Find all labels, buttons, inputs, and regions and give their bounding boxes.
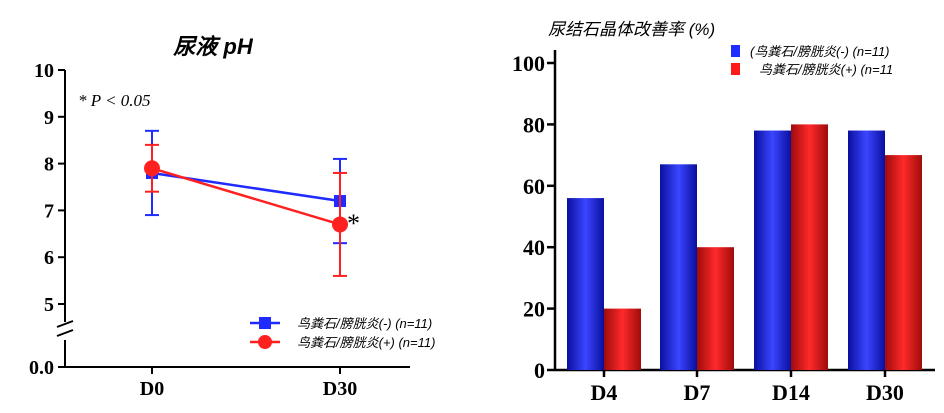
- ph-y-tick-label: 5: [44, 294, 54, 316]
- improvement-y-tick-label: 20: [523, 297, 545, 322]
- ph-series-positive: [144, 143, 348, 277]
- improvement-x-tick-label: D4: [591, 380, 618, 405]
- ph-y-tick-label: 6: [44, 247, 54, 269]
- ph-series-line: [151, 167, 341, 226]
- improvement-x-axis: D4 D7 D14 D30: [555, 368, 935, 405]
- ph-x-tick-label: D30: [323, 378, 357, 400]
- ph-axis-break-mark: [56, 320, 74, 328]
- ph-data-point: [332, 216, 348, 233]
- improvement-legend-label: 鸟粪石/膀胱炎(+) (n=11: [759, 62, 893, 77]
- improvement-bar-negative: [848, 130, 885, 370]
- improvement-chart-title: 尿结石晶体改善率 (%): [548, 20, 715, 39]
- ph-legend-label: 鸟粪石/膀胱炎(+) (n=11): [297, 335, 435, 350]
- ph-y-axis: 0.0 5 6 7 8 9 10: [29, 60, 74, 379]
- improvement-legend-swatch: [731, 63, 740, 75]
- improvement-x-tick-label: D14: [772, 380, 810, 405]
- ph-legend: 鸟粪石/膀胱炎(-) (n=11) 鸟粪石/膀胱炎(+) (n=11): [250, 316, 435, 350]
- improvement-y-tick-label: 60: [523, 174, 545, 199]
- ph-significance-note: * P < 0.05: [78, 91, 151, 110]
- ph-significance-star: *: [347, 209, 360, 238]
- ph-legend-marker: [258, 335, 272, 349]
- improvement-bar-positive: [791, 124, 828, 371]
- ph-chart: 尿液 pH * P < 0.05 0.0 5 6 7 8 9 10 D0 D30 * 鸟粪石/…: [29, 34, 435, 400]
- improvement-y-tick-label: 0: [534, 358, 545, 383]
- improvement-bar-positive: [697, 247, 734, 370]
- improvement-legend: (鸟粪石/膀胱炎(-) (n=11) 鸟粪石/膀胱炎(+) (n=11: [731, 44, 893, 77]
- ph-x-tick-label: D0: [140, 378, 164, 400]
- ph-legend-marker: [259, 317, 271, 329]
- improvement-bar-positive: [604, 308, 641, 370]
- improvement-legend-label: (鸟粪石/膀胱炎(-) (n=11): [750, 44, 890, 59]
- ph-x-axis: D0 D30: [65, 366, 410, 400]
- improvement-y-axis: 0 20 40 60 80 100: [512, 50, 557, 383]
- improvement-bar-negative: [660, 164, 697, 370]
- ph-y-tick-label: 7: [44, 200, 54, 222]
- improvement-y-tick-label: 100: [512, 51, 545, 76]
- improvement-bar-positive: [885, 155, 922, 370]
- improvement-y-tick-label: 40: [523, 235, 545, 260]
- ph-legend-label: 鸟粪石/膀胱炎(-) (n=11): [297, 316, 432, 331]
- ph-axis-break-mark: [56, 329, 74, 337]
- improvement-chart: 尿结石晶体改善率 (%) 0 20 40 60 80 100 D4 D7 D14 D30 (鸟粪…: [512, 20, 935, 405]
- ph-y-tick-label: 10: [34, 60, 54, 82]
- improvement-legend-swatch: [731, 45, 740, 57]
- ph-data-point: [144, 160, 160, 177]
- improvement-bar-negative: [567, 198, 604, 370]
- improvement-x-tick-label: D7: [684, 380, 711, 405]
- ph-series-negative: [145, 129, 347, 245]
- improvement-x-tick-label: D30: [866, 380, 904, 405]
- ph-y-tick-label: 9: [44, 107, 54, 129]
- ph-y-tick-label: 8: [44, 154, 54, 176]
- ph-chart-title: 尿液 pH: [172, 34, 254, 59]
- improvement-y-tick-label: 80: [523, 112, 545, 137]
- improvement-bar-negative: [754, 130, 791, 370]
- ph-y-tick-label: 0.0: [29, 357, 54, 379]
